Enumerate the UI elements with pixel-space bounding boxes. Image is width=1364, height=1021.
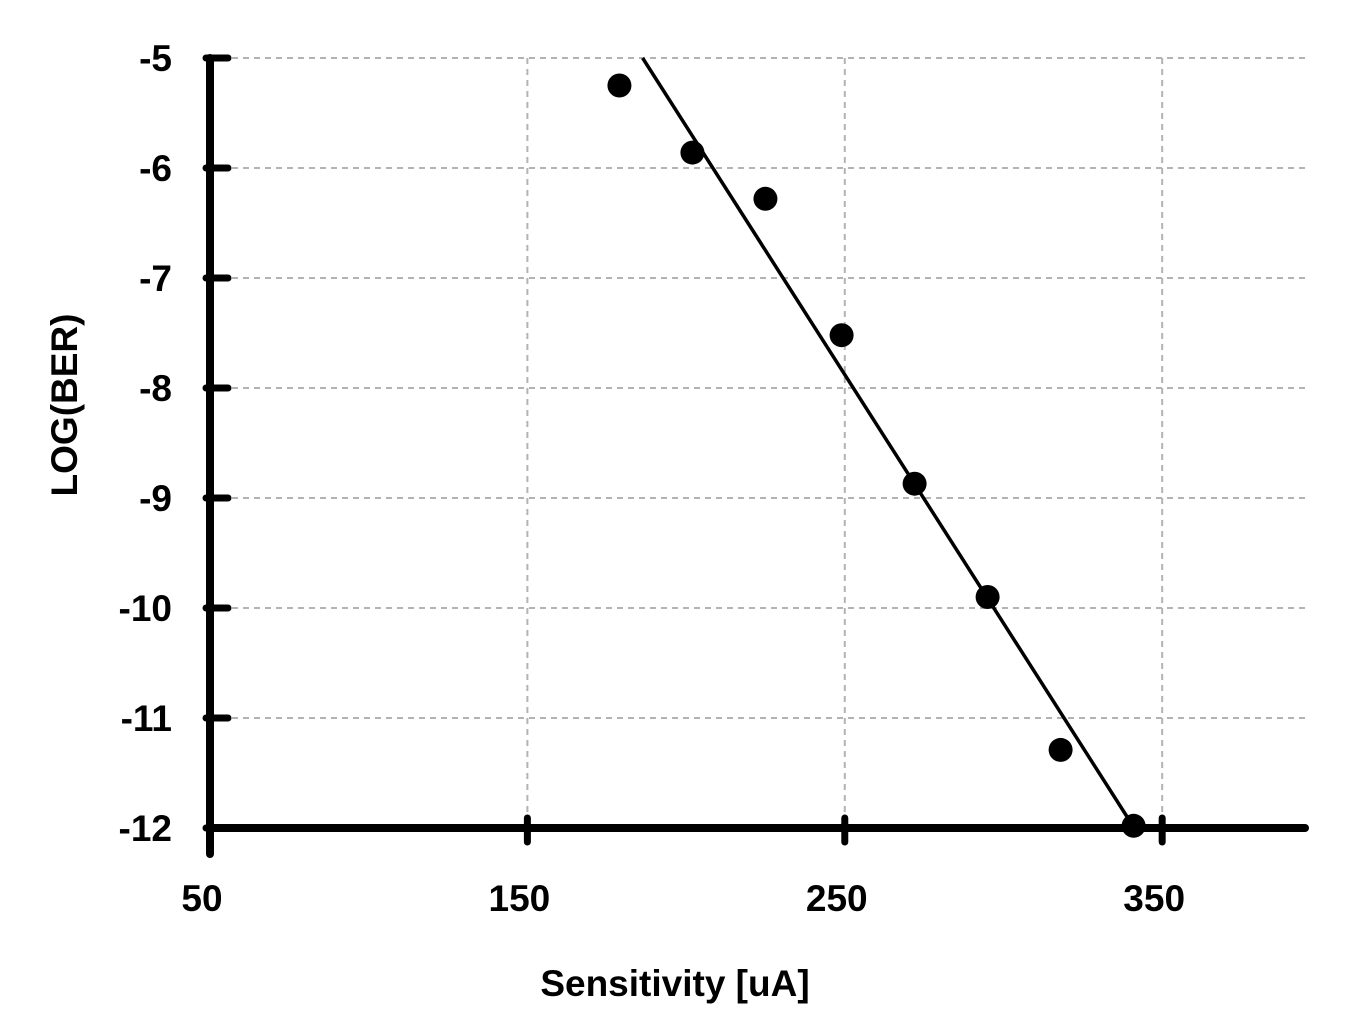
x-tick-label: 50 [181,878,222,919]
grid-lines [210,57,1305,828]
x-tick-labels: 50 150 250 350 [181,878,1185,919]
y-tick-label: -10 [119,588,172,629]
y-tick-label: -6 [139,148,172,189]
x-axis-title: Sensitivity [uA] [540,963,809,1004]
y-tick-label: -11 [121,698,172,739]
data-point [1048,737,1073,762]
x-tick-label: 150 [489,878,551,919]
y-tick-label: -9 [139,478,172,519]
y-tick-labels: -5 -6 -7 -8 -9 -10 -11 -12 [119,38,172,849]
tick-marks [202,54,1166,846]
data-point [975,585,1000,609]
y-tick-label: -8 [139,368,172,409]
y-axis-title: LOG(BER) [44,314,85,497]
data-point [607,73,632,98]
data-point [902,471,927,496]
data-point [753,186,778,211]
x-tick-label: 350 [1123,878,1185,919]
data-point [829,323,854,348]
data-points [607,73,1146,838]
data-point [680,140,705,165]
axes [206,54,1309,858]
x-tick-label: 250 [806,878,868,919]
y-tick-label: -12 [119,808,172,849]
fit-line-group [641,57,1136,829]
y-tick-label: -7 [139,258,172,299]
fit-line [641,57,1136,829]
y-tick-label: -5 [139,38,172,79]
